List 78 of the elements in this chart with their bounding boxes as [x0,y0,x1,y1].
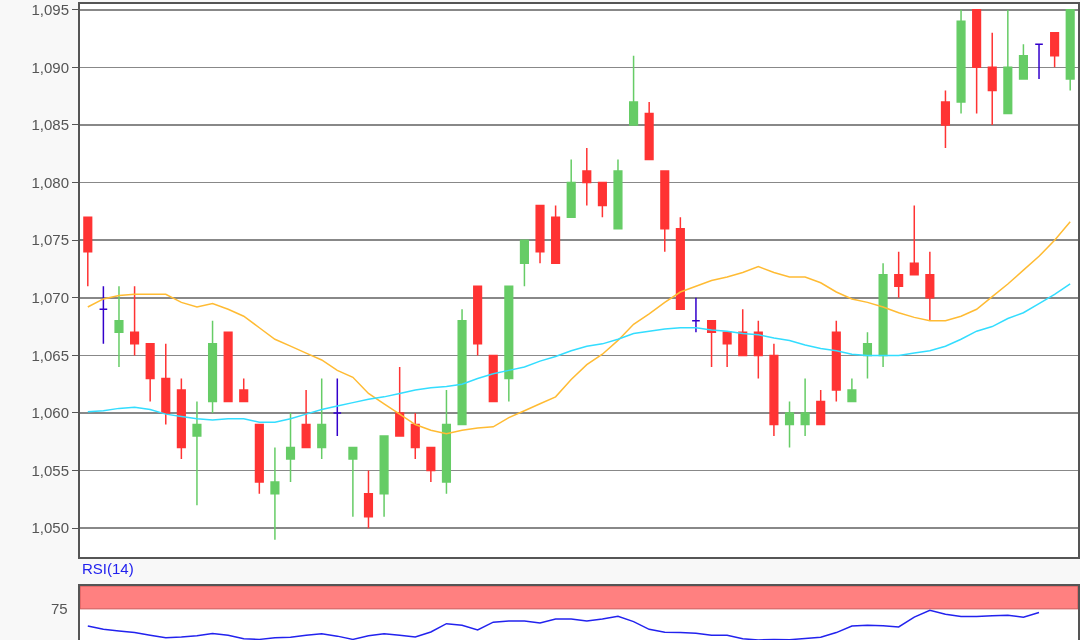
candlestick [379,435,389,518]
candlestick [363,469,374,529]
candlestick [473,285,483,357]
candlestick [597,181,607,218]
candlestick [644,101,654,161]
candlestick [207,320,218,414]
line-series [87,283,1071,423]
candlestick [1034,43,1044,80]
candlestick [1018,43,1028,80]
candlestick [301,389,311,449]
candlestick [332,377,342,437]
candlestick [426,446,436,483]
candlestick [972,9,982,115]
y-tick-label: 1,050 [31,519,69,537]
candlestick [691,297,701,334]
candlestick [519,239,529,288]
candlestick [488,354,498,403]
candlestick [504,285,514,403]
text: 75 [51,600,68,617]
candlestick [176,377,186,460]
candlestick [847,377,857,403]
candlestick [722,331,732,368]
y-tick-label: 1,085 [31,116,69,134]
y-tick-label: 1,080 [31,173,69,191]
candlestick [753,320,763,380]
candlestick [878,262,888,368]
candlestick [706,320,717,368]
candlestick [130,285,140,357]
candlestick [940,89,951,149]
candlestick [629,55,639,126]
candlestick [1003,9,1013,115]
candlestick [441,389,452,495]
candlestick [769,343,779,437]
y-tick-label: 1,070 [31,289,69,307]
candlestick [551,204,561,264]
candlestick [816,389,826,426]
candlestick [285,412,296,483]
candlestick [909,204,919,276]
candlestick [784,400,795,449]
candlestick [1050,32,1060,69]
candlestick [660,170,670,253]
candlestick [270,446,280,541]
candlestick [987,32,997,126]
candlestick [239,377,249,403]
candlestick [254,423,264,495]
candlestick [348,446,358,518]
candlestick [566,158,576,218]
candlestick [831,320,841,403]
y-tick-label: 1,055 [31,461,69,479]
candlestick [925,250,935,322]
candlestick [535,204,545,264]
candlestick [161,343,171,426]
candlestick [114,285,124,368]
y-tick-label: 1,065 [31,346,69,364]
y-tick-label: 1,090 [31,58,69,76]
y-tick-label: 1,095 [31,1,69,19]
candlestick [83,216,93,288]
chart-title: RSI(14) [82,559,134,577]
candlestick [582,147,592,207]
candlestick [192,400,202,506]
y-tick-label: 1,075 [31,231,69,249]
candlestick [738,308,748,357]
candlestick [862,331,873,380]
candlestick [894,250,904,299]
candlestick [223,331,233,403]
candlestick [317,377,327,460]
line-series [87,220,1071,435]
candlestick [956,9,966,115]
candlestick [800,377,810,437]
candlestick [410,412,420,460]
candlestick [613,158,623,230]
candlestick [395,366,405,437]
y-tick-label: 1,060 [31,404,69,422]
candlestick [457,308,467,426]
candlestick [1065,9,1075,92]
candlestick [98,285,108,345]
candlestick [145,343,155,403]
candlestick [675,216,685,311]
